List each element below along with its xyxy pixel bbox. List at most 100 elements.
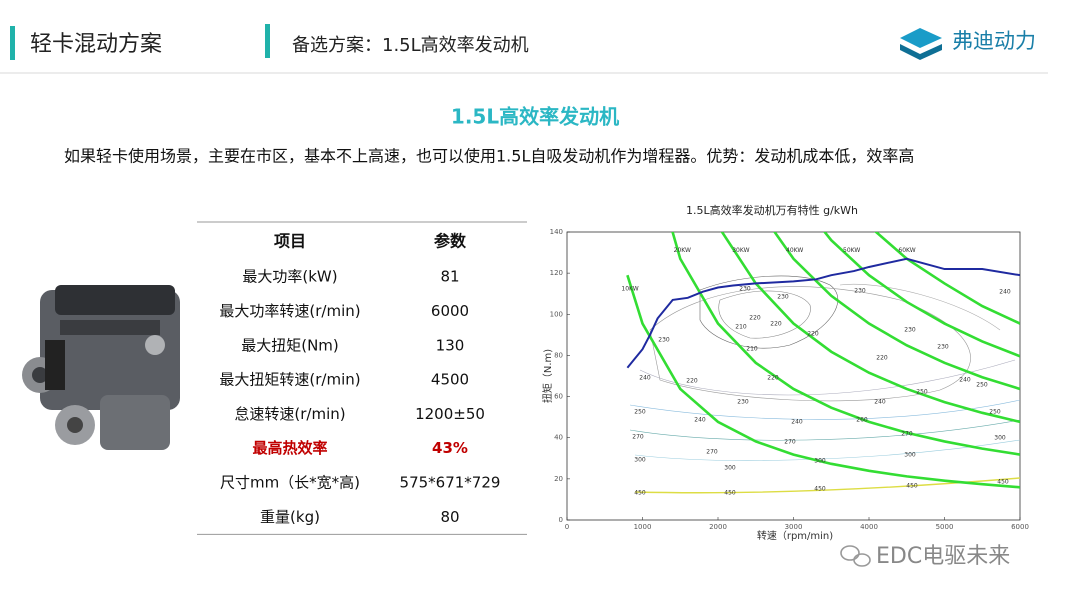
power-label: 40KW — [786, 247, 803, 254]
power-line — [671, 232, 1020, 456]
contour-label: 230 — [904, 327, 916, 334]
contour-label: 230 — [658, 337, 670, 344]
table-cell: 最大功率(kW) — [242, 268, 337, 286]
y-tick-label: 80 — [554, 351, 563, 359]
contour-label: 240 — [694, 417, 706, 424]
table-cell: 尺寸mm（长*宽*高) — [220, 473, 360, 491]
x-tick-label: 3000 — [785, 523, 803, 531]
contour-label: 270 — [784, 439, 796, 446]
y-tick-label: 100 — [550, 310, 563, 318]
slide-title: 1.5L高效率发动机 — [451, 105, 619, 129]
plot-lines — [626, 232, 1020, 489]
y-tick-label: 20 — [554, 475, 563, 483]
contour-label: 230 — [854, 288, 866, 295]
header-subtitle: 备选方案：1.5L高效率发动机 — [292, 35, 529, 56]
engine-image — [22, 285, 180, 450]
contour-label: 300 — [814, 458, 826, 465]
y-tick-label: 0 — [559, 516, 563, 524]
power-label: 20KW — [674, 247, 691, 254]
column-header: 参数 — [434, 232, 467, 251]
x-axis-label: 转速（rpm/min) — [757, 529, 833, 542]
power-label: 50KW — [843, 247, 860, 254]
x-tick-label: 2000 — [709, 523, 727, 531]
contour-label: 250 — [916, 389, 928, 396]
table-cell: 130 — [436, 336, 465, 354]
power-label: 10KW — [621, 286, 638, 293]
torque-curve — [626, 257, 1020, 369]
contour-label: 240 — [959, 377, 971, 384]
contour-label: 300 — [994, 435, 1006, 442]
table-cell: 4500 — [431, 371, 469, 389]
contour-label: 250 — [976, 382, 988, 389]
y-tick-label: 140 — [550, 228, 563, 236]
contour-label: 220 — [767, 375, 779, 382]
x-tick-label: 6000 — [1011, 523, 1029, 531]
table-cell: 最大扭矩(Nm) — [241, 336, 339, 354]
power-line — [823, 232, 1020, 358]
contour-label: 220 — [770, 321, 782, 328]
contour-label: 220 — [749, 315, 761, 322]
logo-icon — [900, 28, 942, 60]
section-title: 轻卡混动方案 — [30, 32, 162, 57]
contour-label: 240 — [999, 289, 1011, 296]
y-tick-label: 40 — [554, 434, 563, 442]
y-tick-label: 60 — [554, 393, 563, 401]
table-cell: 最高热效率 — [252, 439, 327, 457]
x-tick-label: 0 — [565, 523, 569, 531]
contour-label: 450 — [634, 490, 646, 497]
contour-label: 250 — [634, 409, 646, 416]
contour-label: 300 — [904, 452, 916, 459]
engine-map-chart: 1.5L高效率发动机万有特性 g/kWh 转速（rpm/min) 扭矩（N.m) 0 1… — [541, 203, 1029, 542]
contour-label: 240 — [874, 399, 886, 406]
table-cell: 最大功率转速(r/min) — [219, 302, 360, 320]
table-cell: 81 — [440, 268, 459, 286]
contour-label: 300 — [634, 457, 646, 464]
table-cell: 1200±50 — [415, 405, 485, 423]
power-label: 30KW — [732, 247, 749, 254]
contours — [629, 275, 1020, 494]
contour-label: 210 — [735, 324, 747, 331]
contour-label: 220 — [876, 355, 888, 362]
contour-label: 240 — [791, 419, 803, 426]
contour-label: 220 — [686, 378, 698, 385]
contour-label: 450 — [814, 486, 826, 493]
table-cell: 6000 — [431, 302, 469, 320]
contour-label: 230 — [777, 294, 789, 301]
column-header: 项目 — [274, 232, 306, 251]
x-tick-label: 1000 — [634, 523, 652, 531]
y-tick-label: 120 — [550, 269, 563, 277]
header-bar — [10, 26, 15, 60]
table-cell: 80 — [440, 508, 459, 526]
watermark-icon — [840, 545, 871, 567]
contour-label: 240 — [639, 375, 651, 382]
power-line — [720, 232, 1020, 424]
contour-label: 230 — [937, 344, 949, 351]
chart-title: 1.5L高效率发动机万有特性 g/kWh — [686, 203, 858, 217]
table-cell: 最大扭矩转速(r/min) — [219, 371, 360, 389]
contour-label: 270 — [706, 449, 718, 456]
x-tick-label: 5000 — [936, 523, 954, 531]
contour-label: 230 — [737, 399, 749, 406]
contour-label: 450 — [724, 490, 736, 497]
y-axis-label: 扭矩（N.m) — [541, 349, 554, 403]
power-line — [874, 232, 1020, 325]
contour-label: 450 — [906, 483, 918, 490]
power-line — [626, 274, 1020, 489]
contour-label: 250 — [989, 409, 1001, 416]
power-label: 60KW — [898, 247, 915, 254]
contour-label: 230 — [739, 286, 751, 293]
contour-label: 450 — [997, 479, 1009, 486]
header-bar — [265, 24, 270, 58]
contour-label: 260 — [856, 417, 868, 424]
power-line — [773, 232, 1020, 391]
x-tick-label: 4000 — [860, 523, 878, 531]
table-cell: 575*671*729 — [400, 473, 501, 491]
table-cell: 43% — [432, 439, 468, 457]
contour-label: 270 — [901, 431, 913, 438]
plot-area — [566, 231, 1021, 521]
table-cell: 怠速转速(r/min) — [234, 405, 345, 423]
contour-label: 270 — [632, 434, 644, 441]
logo-text: 弗迪动力 — [952, 29, 1036, 53]
